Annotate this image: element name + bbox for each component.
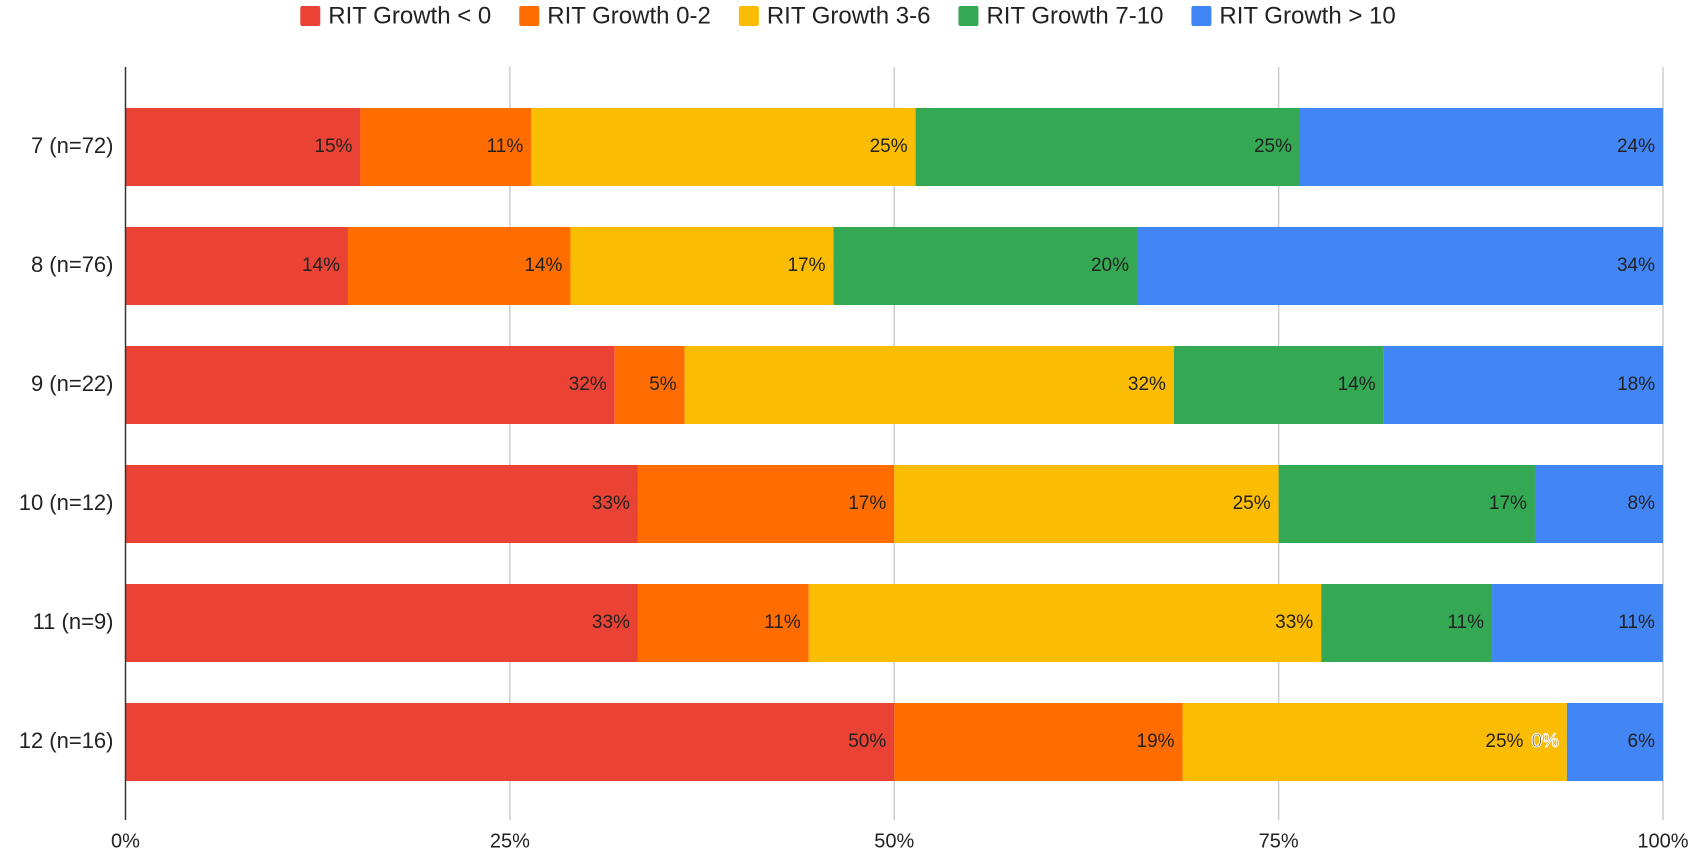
value-label: 25% bbox=[1485, 731, 1523, 752]
bar-segment bbox=[125, 465, 638, 543]
bar-segment bbox=[360, 108, 532, 186]
value-label: 14% bbox=[302, 255, 340, 276]
value-label: 0% bbox=[1531, 731, 1559, 752]
bar-segment bbox=[1137, 227, 1663, 305]
y-tick-label: 7 (n=72) bbox=[31, 133, 114, 158]
bar-segment bbox=[1299, 108, 1663, 186]
legend-swatch bbox=[300, 6, 321, 26]
legend-item: RIT Growth 3-6 bbox=[738, 2, 931, 29]
bar-segment bbox=[1534, 465, 1663, 543]
value-label: 25% bbox=[1254, 136, 1292, 157]
value-label: 11% bbox=[487, 136, 524, 157]
bar-segment bbox=[1321, 584, 1493, 662]
legend-swatch bbox=[1191, 6, 1212, 26]
bar-segment bbox=[894, 465, 1279, 543]
value-label: 25% bbox=[1233, 493, 1271, 514]
value-label: 34% bbox=[1617, 255, 1655, 276]
bar-segment bbox=[125, 584, 638, 662]
legend-label: RIT Growth 7-10 bbox=[986, 2, 1163, 29]
value-label: 11% bbox=[764, 612, 801, 633]
bar-segment bbox=[637, 584, 809, 662]
y-tick-label: 10 (n=12) bbox=[19, 490, 114, 515]
value-label: 17% bbox=[1489, 493, 1527, 514]
legend-item: RIT Growth < 0 bbox=[300, 2, 491, 29]
legend-item: RIT Growth 0-2 bbox=[519, 2, 711, 29]
value-label: 25% bbox=[870, 136, 908, 157]
value-label: 50% bbox=[848, 731, 886, 752]
y-tick-label: 12 (n=16) bbox=[19, 728, 114, 753]
legend-swatch bbox=[519, 6, 540, 26]
value-label: 6% bbox=[1628, 731, 1656, 752]
bar-segment bbox=[125, 703, 895, 781]
legend-label: RIT Growth 3-6 bbox=[767, 2, 931, 29]
bar-segment bbox=[1278, 465, 1535, 543]
value-label: 15% bbox=[314, 136, 352, 157]
bar-segment bbox=[1566, 703, 1663, 781]
legend-swatch bbox=[958, 6, 979, 26]
value-label: 20% bbox=[1091, 255, 1129, 276]
value-label: 14% bbox=[524, 255, 562, 276]
bar-segment bbox=[1383, 346, 1664, 424]
legend-label: RIT Growth > 10 bbox=[1219, 2, 1395, 29]
value-label: 19% bbox=[1137, 731, 1175, 752]
value-label: 14% bbox=[1338, 374, 1376, 395]
bar-segment bbox=[808, 584, 1322, 662]
value-label: 32% bbox=[1128, 374, 1166, 395]
value-label: 11% bbox=[1447, 612, 1484, 633]
bar-segment bbox=[1182, 703, 1567, 781]
legend: RIT Growth < 0 RIT Growth 0-2 RIT Growth 3… bbox=[300, 2, 1396, 29]
value-label: 17% bbox=[848, 493, 886, 514]
value-label: 8% bbox=[1628, 493, 1656, 514]
x-tick-label: 25% bbox=[490, 830, 530, 852]
bar-segment bbox=[614, 346, 685, 424]
legend-item: RIT Growth > 10 bbox=[1191, 2, 1396, 29]
bar-segment bbox=[125, 108, 361, 186]
bar-segment bbox=[684, 346, 1174, 424]
bar-segment bbox=[1492, 584, 1663, 662]
value-label: 24% bbox=[1617, 136, 1655, 157]
bar-segment bbox=[833, 227, 1138, 305]
y-tick-label: 8 (n=76) bbox=[31, 252, 114, 277]
value-label: 18% bbox=[1617, 374, 1655, 395]
value-label: 17% bbox=[787, 255, 825, 276]
bar-segment bbox=[125, 346, 615, 424]
x-tick-label: 50% bbox=[874, 830, 914, 852]
value-label: 33% bbox=[1275, 612, 1313, 633]
x-tick-label: 100% bbox=[1637, 830, 1688, 852]
y-tick-label: 11 (n=9) bbox=[33, 609, 114, 634]
bar-segment bbox=[894, 703, 1183, 781]
bar-segment bbox=[570, 227, 834, 305]
legend-label: RIT Growth 0-2 bbox=[547, 2, 711, 29]
bar-segment bbox=[531, 108, 916, 186]
bar-segment bbox=[637, 465, 895, 543]
bar-segment bbox=[1173, 346, 1384, 424]
bar-segment bbox=[347, 227, 571, 305]
y-tick-label: 9 (n=22) bbox=[31, 371, 114, 396]
legend-swatch bbox=[738, 6, 759, 26]
bar-segment bbox=[125, 227, 348, 305]
value-label: 33% bbox=[592, 612, 630, 633]
bar-segment bbox=[915, 108, 1300, 186]
value-label: 11% bbox=[1618, 612, 1655, 633]
value-label: 32% bbox=[569, 374, 607, 395]
value-label: 5% bbox=[649, 374, 677, 395]
x-tick-label: 75% bbox=[1259, 830, 1299, 852]
grid bbox=[509, 67, 1664, 820]
x-tick-label: 0% bbox=[111, 830, 140, 852]
value-label: 33% bbox=[592, 493, 630, 514]
legend-label: RIT Growth < 0 bbox=[328, 2, 491, 29]
legend-item: RIT Growth 7-10 bbox=[958, 2, 1163, 29]
